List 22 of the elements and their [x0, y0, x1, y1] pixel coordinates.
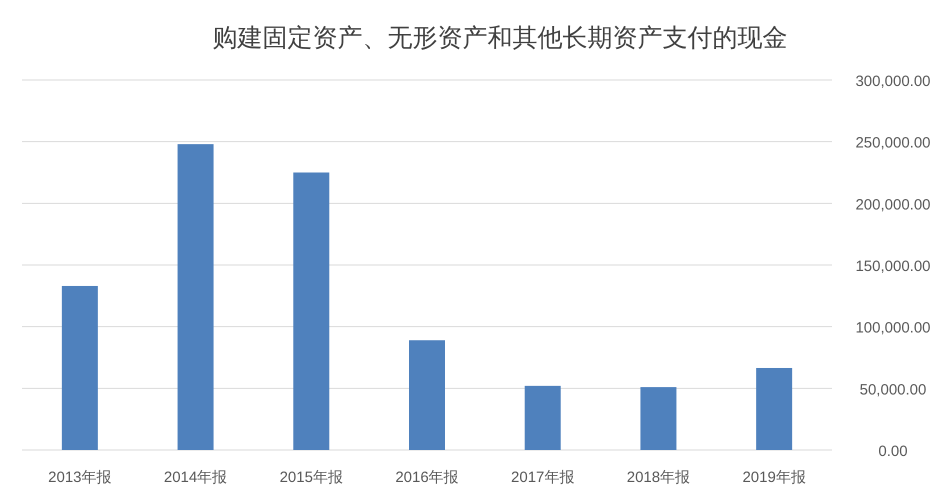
x-tick-label: 2016年报: [395, 469, 459, 486]
chart-title: 购建固定资产、无形资产和其他长期资产支付的现金: [212, 24, 788, 52]
bar: [640, 387, 676, 450]
y-tick-label: 0.00: [878, 443, 908, 460]
y-tick-label: 200,000.00: [855, 196, 931, 214]
x-tick-label: 2014年报: [164, 469, 228, 486]
y-tick-label: 100,000.00: [855, 320, 931, 337]
x-tick-label: 2019年报: [742, 469, 806, 486]
y-tick-label: 300,000.00: [855, 73, 931, 90]
x-tick-label: 2017年报: [511, 469, 574, 486]
y-tick-label: 250,000.00: [855, 134, 931, 152]
bar: [293, 172, 330, 450]
bar: [524, 386, 561, 450]
x-tick-label: 2013年报: [48, 469, 112, 486]
x-tick-label: 2015年报: [280, 469, 343, 486]
y-tick-label: 50,000.00: [860, 381, 926, 398]
y-tick-label: 150,000.00: [855, 258, 931, 275]
bar: [178, 144, 214, 450]
x-tick-label: 2018年报: [626, 469, 690, 486]
bar: [756, 368, 792, 450]
bar: [409, 340, 445, 450]
bar: [62, 286, 98, 450]
